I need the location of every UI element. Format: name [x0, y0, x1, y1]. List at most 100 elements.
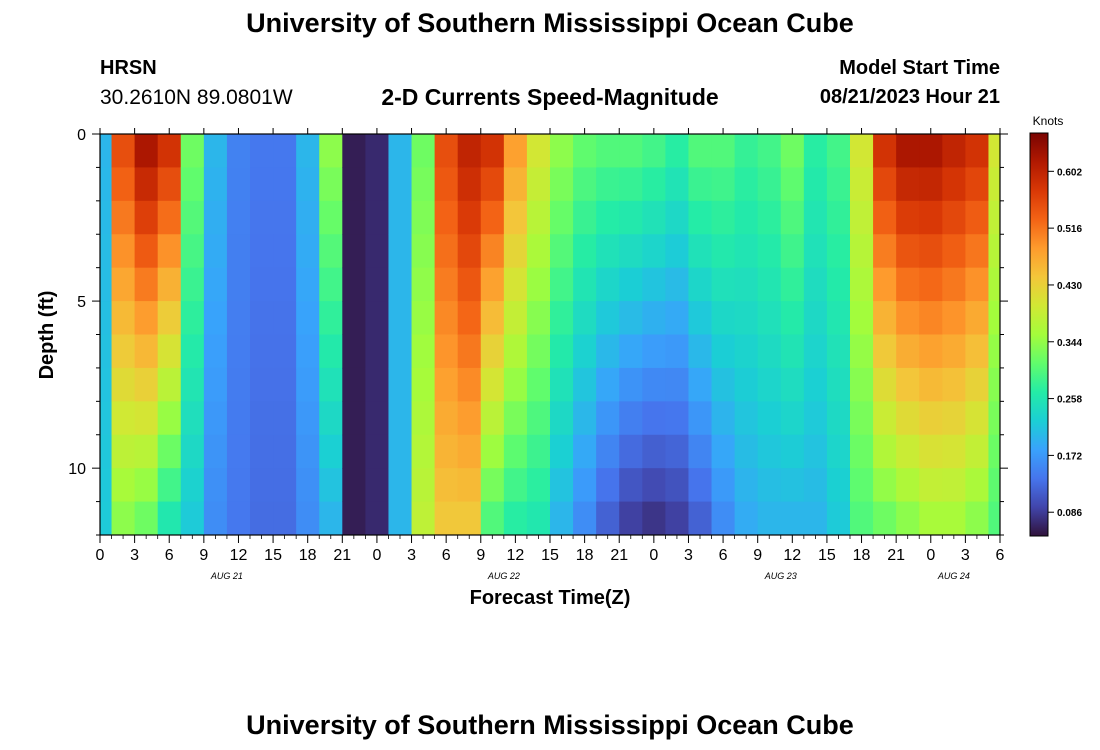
- heatmap-cell: [919, 334, 943, 369]
- heatmap-cell: [157, 134, 182, 168]
- heatmap-cell: [596, 334, 620, 369]
- heatmap-cell: [619, 167, 643, 202]
- heatmap-cell: [157, 501, 182, 536]
- heatmap-cell: [988, 200, 1001, 235]
- heatmap-cell: [711, 367, 736, 402]
- heatmap-cell: [780, 468, 805, 503]
- heatmap-cell: [226, 200, 251, 235]
- heatmap-cell: [665, 267, 689, 302]
- heatmap-cell: [665, 468, 689, 503]
- heatmap-cell: [596, 200, 620, 235]
- heatmap-cell: [457, 167, 482, 202]
- heatmap-cell: [342, 334, 366, 369]
- heatmap-cell: [296, 367, 320, 402]
- heatmap-cell: [411, 301, 436, 335]
- heatmap-cell: [988, 501, 1001, 536]
- x-tick-label: 0: [96, 547, 105, 564]
- date-label: AUG 24: [937, 571, 970, 581]
- heatmap-cell: [757, 501, 782, 536]
- heatmap-cell: [642, 167, 666, 202]
- heatmap-cell: [342, 267, 366, 302]
- heatmap-cell: [642, 434, 666, 469]
- heatmap-cell: [273, 367, 297, 402]
- heatmap-cell: [180, 167, 205, 202]
- heatmap-cell: [100, 200, 113, 235]
- heatmap-cell: [457, 267, 482, 302]
- heatmap-cell: [919, 367, 943, 402]
- heatmap-cell: [365, 334, 389, 369]
- heatmap-cells: [100, 134, 1001, 536]
- colorbar-tick-label: 0.258: [1057, 395, 1082, 406]
- heatmap-cell: [503, 401, 528, 436]
- heatmap-cell: [480, 501, 505, 536]
- heatmap-cell: [919, 434, 943, 469]
- heatmap-cell: [919, 200, 943, 235]
- heatmap-cell: [896, 367, 920, 402]
- heatmap-cell: [134, 501, 159, 536]
- heatmap-cell: [688, 468, 713, 503]
- heatmap-cell: [550, 234, 574, 269]
- heatmap-cell: [850, 167, 874, 202]
- heatmap-cell: [711, 334, 736, 369]
- heatmap-cell: [365, 434, 389, 469]
- heatmap-cell: [550, 334, 574, 369]
- heatmap-cell: [942, 434, 966, 469]
- heatmap-cell: [757, 167, 782, 202]
- heatmap-cell: [734, 167, 759, 202]
- heatmap-cell: [111, 468, 136, 503]
- heatmap-cell: [988, 234, 1001, 269]
- heatmap-cell: [850, 334, 874, 369]
- heatmap-cell: [388, 367, 413, 402]
- heatmap-cell: [111, 200, 136, 235]
- heatmap-cell: [180, 434, 205, 469]
- heatmap-cell: [157, 468, 182, 503]
- heatmap-cell: [296, 200, 320, 235]
- heatmap-cell: [203, 367, 228, 402]
- heatmap-cell: [273, 167, 297, 202]
- heatmap-cell: [365, 267, 389, 302]
- heatmap-cell: [365, 401, 389, 436]
- heatmap-cell: [826, 434, 851, 469]
- heatmap-cell: [111, 367, 136, 402]
- heatmap-cell: [365, 301, 389, 335]
- heatmap-cell: [826, 167, 851, 202]
- heatmap-cell: [180, 134, 205, 168]
- heatmap-cell: [642, 134, 666, 168]
- heatmap-cell: [642, 367, 666, 402]
- heatmap-cell: [457, 468, 482, 503]
- heatmap-cell: [850, 301, 874, 335]
- heatmap-cell: [757, 234, 782, 269]
- station-coordinates: 30.2610N 89.0801W: [100, 86, 293, 109]
- heatmap-cell: [711, 134, 736, 168]
- heatmap-cell: [411, 401, 436, 436]
- heatmap-cell: [642, 234, 666, 269]
- heatmap-cell: [873, 501, 897, 536]
- heatmap-cell: [434, 434, 459, 469]
- model-start-label: Model Start Time: [839, 57, 1000, 79]
- heatmap-cell: [134, 267, 159, 302]
- heatmap-cell: [180, 267, 205, 302]
- heatmap-cell: [942, 234, 966, 269]
- heatmap-cell: [688, 367, 713, 402]
- heatmap-cell: [550, 134, 574, 168]
- heatmap-cell: [896, 134, 920, 168]
- heatmap-cell: [226, 267, 251, 302]
- heatmap-cell: [342, 167, 366, 202]
- heatmap-cell: [365, 167, 389, 202]
- heatmap-cell: [503, 334, 528, 369]
- heatmap-cell: [665, 434, 689, 469]
- heatmap-cell: [896, 401, 920, 436]
- heatmap-cell: [826, 334, 851, 369]
- heatmap-cell: [480, 134, 505, 168]
- colorbar-tick-label: 0.516: [1057, 224, 1082, 235]
- y-tick-label: 0: [77, 127, 86, 144]
- heatmap-cell: [434, 367, 459, 402]
- heatmap-cell: [850, 267, 874, 302]
- heatmap-cell: [457, 501, 482, 536]
- heatmap-cell: [250, 501, 274, 536]
- heatmap-cell: [226, 367, 251, 402]
- x-tick-label: 9: [199, 547, 208, 564]
- x-tick-label: 21: [887, 547, 905, 564]
- heatmap-cell: [896, 200, 920, 235]
- heatmap-cell: [100, 334, 113, 369]
